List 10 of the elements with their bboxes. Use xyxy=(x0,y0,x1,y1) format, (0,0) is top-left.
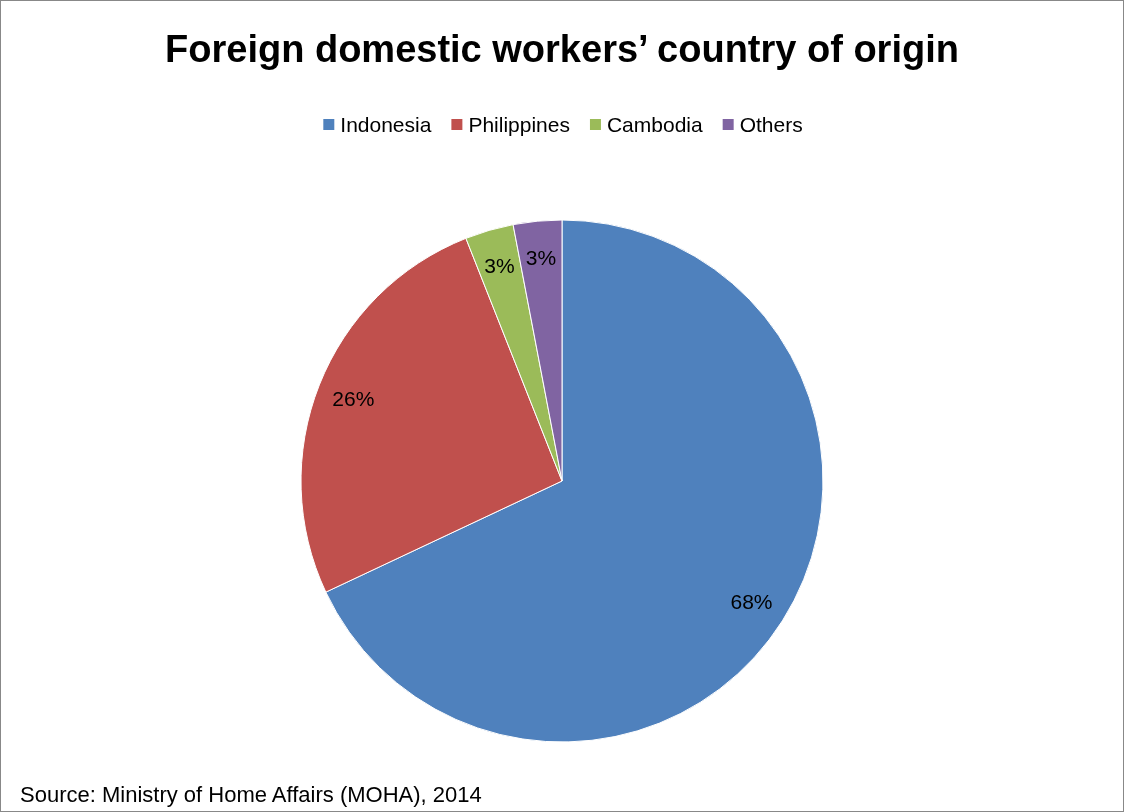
chart-title: Foreign domestic workers’ country of origin xyxy=(165,28,959,70)
legend-label: Cambodia xyxy=(606,113,703,136)
data-label: 26% xyxy=(332,386,375,410)
legend-label: Indonesia xyxy=(340,113,432,136)
data-label: 68% xyxy=(730,589,773,613)
data-label: 3% xyxy=(525,246,557,270)
legend-label: Others xyxy=(739,113,803,136)
data-label: 3% xyxy=(484,253,515,277)
source-note: Source: Ministry of Home Affairs (MOHA), 2014 xyxy=(20,781,482,807)
legend-label: Philippines xyxy=(468,113,570,136)
